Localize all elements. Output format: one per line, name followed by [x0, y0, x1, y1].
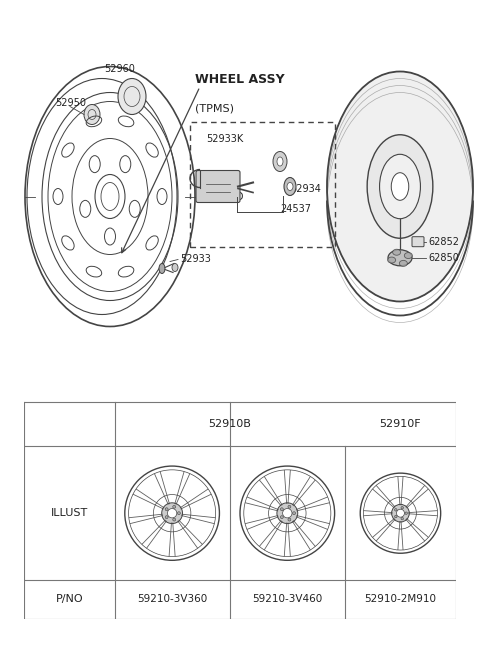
Ellipse shape [288, 505, 291, 508]
Ellipse shape [395, 508, 397, 511]
Ellipse shape [277, 157, 283, 166]
Ellipse shape [273, 151, 287, 172]
Ellipse shape [380, 155, 420, 219]
Ellipse shape [283, 508, 292, 518]
Ellipse shape [396, 509, 405, 517]
Ellipse shape [162, 503, 182, 523]
Text: 52934: 52934 [290, 183, 321, 193]
Ellipse shape [165, 515, 168, 519]
Text: WHEEL ASSY: WHEEL ASSY [195, 73, 285, 86]
Text: 52950: 52950 [55, 98, 86, 109]
Ellipse shape [401, 517, 404, 520]
Ellipse shape [401, 506, 404, 509]
Ellipse shape [391, 173, 409, 200]
Ellipse shape [173, 518, 176, 521]
Ellipse shape [165, 508, 168, 511]
Ellipse shape [404, 253, 412, 259]
Text: 62850: 62850 [428, 253, 459, 263]
Ellipse shape [287, 183, 293, 191]
Text: ILLUST: ILLUST [50, 508, 88, 518]
Text: (TPMS): (TPMS) [195, 103, 234, 113]
Text: 52910B: 52910B [208, 419, 251, 429]
Bar [190, 121, 335, 246]
Ellipse shape [388, 257, 396, 263]
Ellipse shape [178, 512, 180, 515]
Ellipse shape [405, 512, 408, 514]
Ellipse shape [159, 263, 165, 274]
Ellipse shape [388, 250, 412, 266]
Ellipse shape [393, 250, 401, 255]
Text: 52933K: 52933K [206, 134, 244, 145]
Text: 52910-2M910: 52910-2M910 [364, 595, 436, 605]
Ellipse shape [367, 135, 433, 238]
Ellipse shape [168, 508, 177, 518]
FancyBboxPatch shape [412, 236, 424, 247]
Text: 24537: 24537 [280, 204, 311, 214]
Text: 59210-3V360: 59210-3V360 [137, 595, 207, 605]
Ellipse shape [392, 504, 409, 522]
Ellipse shape [399, 261, 408, 267]
FancyBboxPatch shape [196, 170, 240, 202]
Ellipse shape [280, 515, 283, 519]
Text: 59210-3V460: 59210-3V460 [252, 595, 323, 605]
Ellipse shape [277, 503, 298, 523]
Ellipse shape [327, 71, 473, 301]
Ellipse shape [284, 178, 296, 195]
Text: 52933: 52933 [180, 253, 211, 263]
Ellipse shape [173, 505, 176, 508]
Ellipse shape [395, 515, 397, 518]
Ellipse shape [172, 263, 178, 272]
Text: 62852: 62852 [428, 236, 459, 247]
Text: 52910F: 52910F [380, 419, 421, 429]
Text: P/NO: P/NO [56, 595, 83, 605]
Text: 52933D: 52933D [205, 191, 243, 202]
Text: 52960: 52960 [105, 64, 135, 73]
Ellipse shape [293, 512, 296, 515]
Ellipse shape [288, 518, 291, 521]
Ellipse shape [118, 79, 146, 115]
Ellipse shape [84, 105, 100, 124]
Ellipse shape [280, 508, 283, 511]
